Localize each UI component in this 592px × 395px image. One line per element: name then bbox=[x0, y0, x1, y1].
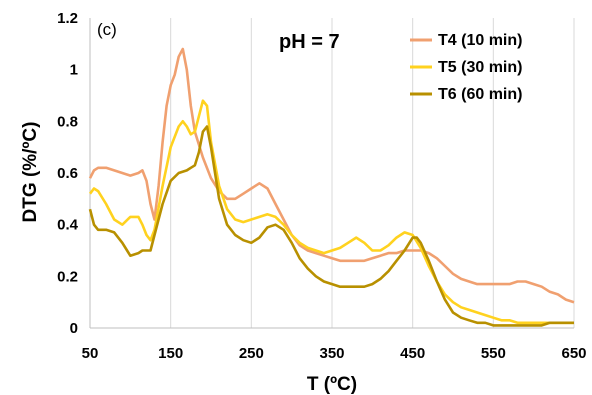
y-tick-label: 1.2 bbox=[57, 10, 78, 27]
legend: T4 (10 min) T5 (30 min) T6 (60 min) bbox=[410, 32, 522, 103]
ph-annotation: pH = 7 bbox=[279, 31, 340, 53]
y-tick-label: 0.8 bbox=[57, 113, 78, 130]
x-tick-label: 450 bbox=[400, 345, 425, 362]
x-tick-label: 550 bbox=[481, 345, 506, 362]
y-tick-label: 1 bbox=[70, 62, 78, 79]
y-tick-label: 0.4 bbox=[57, 217, 79, 234]
legend-label: T6 (60 min) bbox=[438, 86, 522, 103]
y-tick-label: 0.2 bbox=[57, 268, 78, 285]
series-lines bbox=[88, 47, 575, 327]
series-line-2 bbox=[88, 99, 574, 325]
legend-label: T4 (10 min) bbox=[438, 32, 522, 49]
x-tick-label: 150 bbox=[158, 345, 183, 362]
y-tick-label: 0.6 bbox=[57, 165, 78, 182]
series-line-3 bbox=[88, 125, 574, 327]
x-tick-label: 250 bbox=[239, 345, 264, 362]
axes bbox=[89, 18, 574, 329]
x-tick-label: 350 bbox=[319, 345, 344, 362]
y-tick-labels: 0 0.2 0.4 0.6 0.8 1 1.2 bbox=[57, 10, 79, 337]
legend-label: T5 (30 min) bbox=[438, 59, 522, 76]
x-tick-label: 50 bbox=[82, 345, 99, 362]
vertical-gridlines bbox=[170, 18, 575, 328]
x-axis-title: T (ºC) bbox=[307, 374, 357, 395]
y-tick-label: 0 bbox=[70, 320, 78, 337]
x-tick-label: 650 bbox=[561, 345, 586, 362]
x-tick-labels: 50 150 250 350 450 550 650 bbox=[82, 345, 587, 362]
y-axis-title: DTG (%/ºC) bbox=[20, 122, 41, 223]
panel-label: (c) bbox=[97, 20, 117, 39]
series-line-1 bbox=[88, 47, 575, 304]
